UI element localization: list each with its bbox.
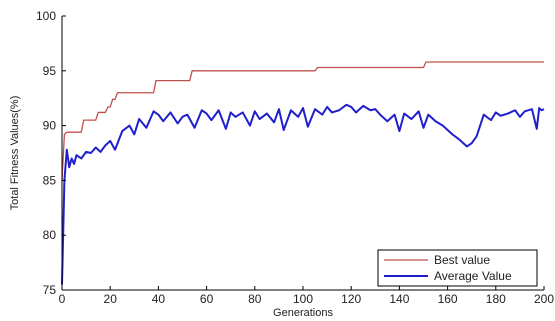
x-tick-label: 40 bbox=[152, 292, 166, 306]
y-tick-label: 95 bbox=[43, 64, 57, 78]
series-line-best-value bbox=[61, 61, 544, 181]
x-tick-label: 120 bbox=[341, 292, 361, 306]
x-tick-label: 180 bbox=[486, 292, 506, 306]
plot-background bbox=[62, 16, 544, 290]
x-tick-label: 200 bbox=[534, 292, 554, 306]
plot-area bbox=[62, 16, 544, 290]
legend-label-average-value: Average Value bbox=[434, 269, 512, 283]
y-tick-label: 100 bbox=[36, 9, 56, 23]
legend: Best value Average Value bbox=[377, 249, 538, 287]
legend-box bbox=[377, 249, 538, 287]
x-axis-title: Generations bbox=[273, 307, 333, 319]
y-tick-label: 75 bbox=[43, 283, 57, 297]
ticks-layer: 0 20 40 60 80 100 120 140 160 180 200 75 80 85 90 95 100 bbox=[36, 9, 554, 306]
x-tick-label: 60 bbox=[200, 292, 214, 306]
x-tick-label: 140 bbox=[389, 292, 409, 306]
y-axis-title: Total Fitness Values(%) bbox=[9, 96, 21, 211]
y-tick-label: 85 bbox=[43, 173, 57, 187]
x-tick-label: 80 bbox=[248, 292, 262, 306]
x-tick-label: 160 bbox=[438, 292, 458, 306]
series-line-average-value bbox=[61, 103, 545, 285]
series-layer bbox=[61, 61, 545, 285]
y-tick-label: 80 bbox=[43, 228, 57, 242]
x-tick-label: 20 bbox=[104, 292, 118, 306]
x-tick-label: 100 bbox=[293, 292, 313, 306]
x-tick-label: 0 bbox=[59, 292, 66, 306]
legend-label-best-value: Best value bbox=[434, 253, 490, 267]
y-tick-label: 90 bbox=[43, 119, 57, 133]
